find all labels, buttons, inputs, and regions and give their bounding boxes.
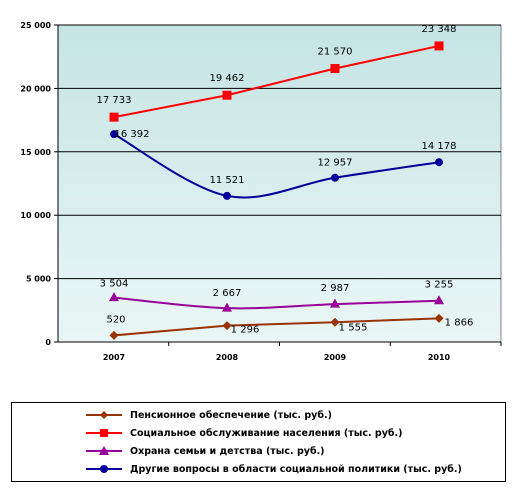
- data-label-family: 3 255: [425, 280, 454, 291]
- x-tick-label: 2007: [103, 353, 125, 362]
- legend-label: Охрана семьи и детства (тыс. руб.): [130, 445, 325, 457]
- legend-item-other: Другие вопросы в области социальной поли…: [84, 462, 462, 476]
- data-label-social-service: 17 733: [97, 95, 132, 106]
- x-tick-label: 2008: [216, 353, 239, 362]
- chart: 0 5 000 10 000 15 000 20 000 25 000 2007 2008 20…: [20, 21, 502, 362]
- y-tick-label: 5 000: [26, 275, 51, 284]
- data-label-family: 2 667: [213, 288, 242, 299]
- data-label-other: 12 957: [318, 158, 353, 169]
- data-label-other: 16 392: [115, 129, 150, 140]
- legend-label: Социальное обслуживание населения (тыс. …: [130, 427, 403, 439]
- legend-diamond-icon: [86, 411, 122, 419]
- data-label-social-service: 19 462: [210, 73, 245, 84]
- data-point-other: [110, 130, 118, 139]
- gridlines: [58, 24, 501, 280]
- data-labels: 520 1 296 1 555 1 866 17 733 19 462 21 570 23 3…: [97, 24, 474, 336]
- legend-label: Другие вопросы в области социальной поли…: [130, 463, 462, 475]
- data-label-family: 2 987: [321, 283, 350, 294]
- legend-square-icon: [86, 429, 122, 437]
- data-point-pension: [434, 313, 444, 323]
- legend-item-family: Охрана семьи и детства (тыс. руб.): [84, 444, 325, 458]
- data-label-pension: 520: [106, 314, 125, 325]
- data-label-social-service: 23 348: [422, 24, 457, 35]
- legend: Пенсионное обеспечение (тыс. руб.) Социа…: [11, 402, 506, 482]
- series-line-other: [113, 133, 440, 199]
- x-tick-label: 2010: [428, 353, 451, 362]
- series-line-social-service: [113, 44, 440, 119]
- legend-circle-icon: [86, 465, 122, 473]
- legend-item-pension: Пенсионное обеспечение (тыс. руб.): [84, 408, 332, 422]
- series-layer: [109, 41, 444, 340]
- data-point-social-service: [330, 63, 340, 73]
- series-line-pension: [113, 317, 440, 337]
- y-tick-label: 20 000: [20, 84, 51, 93]
- data-label-social-service: 21 570: [318, 46, 353, 57]
- data-label-other: 11 521: [210, 175, 245, 186]
- x-tick-label: 2009: [324, 353, 347, 362]
- data-point-family: [222, 302, 232, 312]
- data-label-other: 14 178: [422, 141, 457, 152]
- data-point-social-service: [109, 112, 119, 122]
- legend-label: Пенсионное обеспечение (тыс. руб.): [130, 409, 332, 421]
- y-tick-label: 25 000: [20, 21, 51, 30]
- series-line-family: [113, 296, 440, 310]
- data-label-pension: 1 866: [445, 317, 474, 328]
- data-point-pension: [109, 330, 119, 340]
- y-tick-label: 15 000: [20, 148, 51, 157]
- data-point-pension: [222, 321, 232, 331]
- data-point-family: [434, 295, 444, 305]
- data-point-family: [330, 298, 340, 308]
- data-point-other: [223, 191, 231, 200]
- data-label-family: 3 504: [100, 279, 129, 290]
- data-point-social-service: [222, 90, 232, 100]
- axes: 0 5 000 10 000 15 000 20 000 25 000 2007 2008 20…: [20, 21, 502, 362]
- data-label-pension: 1 296: [231, 325, 260, 336]
- plot-area: [57, 24, 502, 343]
- y-tick-label: 0: [45, 338, 51, 347]
- legend-triangle-icon: [86, 446, 122, 455]
- y-tick-label: 10 000: [20, 211, 51, 220]
- data-point-other: [435, 158, 443, 167]
- data-label-pension: 1 555: [339, 322, 368, 333]
- data-point-pension: [330, 317, 340, 327]
- data-point-family: [109, 292, 119, 302]
- data-point-other: [331, 173, 339, 182]
- legend-item-social-service: Социальное обслуживание населения (тыс. …: [84, 426, 403, 440]
- data-point-social-service: [434, 41, 444, 51]
